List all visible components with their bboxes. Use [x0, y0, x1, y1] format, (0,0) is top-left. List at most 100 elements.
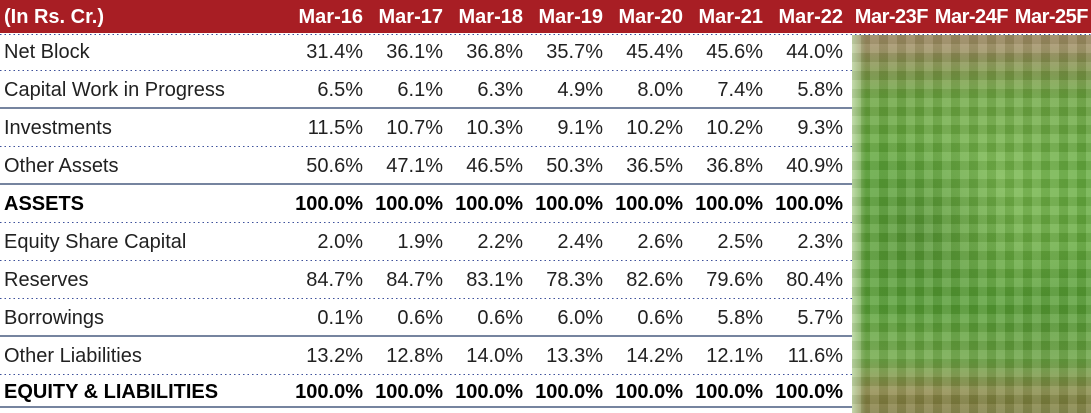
cell-value: 100.0% — [695, 380, 763, 403]
cell-value: 79.6% — [706, 269, 763, 291]
cell-value: 6.3% — [477, 79, 523, 101]
cell-value: 10.3% — [466, 117, 523, 139]
column-header-mar-25f: Mar-25F — [1014, 5, 1089, 28]
cell-value: 2.0% — [317, 231, 363, 253]
column-header-mar-23f: Mar-23F — [854, 5, 929, 28]
cell-value: 36.5% — [626, 155, 683, 177]
row-label: Borrowings — [4, 307, 105, 329]
cell-value: 100.0% — [775, 193, 843, 215]
column-header-mar-17: Mar-17 — [378, 5, 443, 28]
cell-value: 13.3% — [546, 345, 603, 367]
cell-value: 5.7% — [797, 307, 843, 329]
cell-value: 50.3% — [546, 155, 603, 177]
column-header-mar-21: Mar-21 — [698, 5, 763, 28]
cell-value: 100.0% — [535, 380, 603, 403]
table-row-borrowings: Borrowings 0.1% 0.6% 0.6% 6.0% 0.6% 5.8%… — [0, 299, 1091, 337]
row-label: Equity Share Capital — [4, 231, 187, 253]
cell-value: 5.8% — [717, 307, 763, 329]
cell-value: 100.0% — [295, 380, 363, 403]
cell-value: 80.4% — [786, 269, 843, 291]
cell-value: 6.5% — [317, 79, 363, 101]
cell-value: 12.1% — [706, 345, 763, 367]
cell-value: 100.0% — [375, 193, 443, 215]
row-label: Capital Work in Progress — [4, 79, 225, 101]
cell-value: 45.4% — [626, 41, 683, 63]
row-label: Investments — [4, 117, 112, 139]
row-label: Other Assets — [4, 155, 119, 177]
table-row-other-liabilities: Other Liabilities 13.2% 12.8% 14.0% 13.3… — [0, 337, 1091, 375]
cell-value: 11.5% — [307, 117, 363, 139]
cell-value: 100.0% — [695, 193, 763, 215]
table-row-investments: Investments 11.5% 10.7% 10.3% 9.1% 10.2%… — [0, 109, 1091, 147]
cell-value: 100.0% — [615, 380, 683, 403]
cell-value: 0.1% — [317, 307, 363, 329]
cell-value: 100.0% — [775, 380, 843, 403]
cell-value: 84.7% — [306, 269, 363, 291]
cell-value: 9.1% — [557, 117, 603, 139]
cell-value: 0.6% — [637, 307, 683, 329]
cell-value: 2.3% — [797, 231, 843, 253]
column-header-mar-16: Mar-16 — [298, 5, 363, 28]
cell-value: 47.1% — [386, 155, 443, 177]
cell-value: 10.2% — [626, 117, 683, 139]
table-row-reserves: Reserves 84.7% 84.7% 83.1% 78.3% 82.6% 7… — [0, 261, 1091, 299]
cell-value: 82.6% — [626, 269, 683, 291]
column-header-mar-22: Mar-22 — [778, 5, 843, 28]
cell-value: 2.6% — [637, 231, 683, 253]
cell-value: 100.0% — [615, 193, 683, 215]
cell-value: 13.2% — [306, 345, 363, 367]
cell-value: 14.0% — [466, 345, 523, 367]
cell-value: 35.7% — [546, 41, 603, 63]
table-row-assets-total: ASSETS 100.0% 100.0% 100.0% 100.0% 100.0… — [0, 185, 1091, 223]
row-label: ASSETS — [4, 193, 85, 215]
cell-value: 36.8% — [466, 41, 523, 63]
cell-value: 10.2% — [706, 117, 763, 139]
column-header-mar-18: Mar-18 — [458, 5, 523, 28]
cell-value: 5.8% — [797, 79, 843, 101]
cell-value: 14.2% — [626, 345, 683, 367]
table-row-capital-work-in-progress: Capital Work in Progress 6.5% 6.1% 6.3% … — [0, 71, 1091, 109]
cell-value: 9.3% — [797, 117, 843, 139]
column-header-mar-24f: Mar-24F — [934, 5, 1009, 28]
cell-value: 2.2% — [477, 231, 523, 253]
cell-value: 44.0% — [786, 41, 843, 63]
cell-value: 36.1% — [386, 41, 443, 63]
table-row-other-assets: Other Assets 50.6% 47.1% 46.5% 50.3% 36.… — [0, 147, 1091, 185]
cell-value: 11.6% — [787, 345, 843, 367]
cell-value: 12.8% — [386, 345, 443, 367]
cell-value: 84.7% — [386, 269, 443, 291]
cell-value: 2.4% — [557, 231, 603, 253]
cell-value: 0.6% — [477, 307, 523, 329]
cell-value: 100.0% — [455, 193, 523, 215]
column-header-mar-20: Mar-20 — [618, 5, 683, 28]
cell-value: 0.6% — [397, 307, 443, 329]
cell-value: 40.9% — [786, 155, 843, 177]
cell-value: 6.1% — [397, 79, 443, 101]
cell-value: 36.8% — [706, 155, 763, 177]
censored-forecast-region — [852, 35, 1091, 413]
cell-value: 31.4% — [306, 41, 363, 63]
cell-value: 78.3% — [546, 269, 603, 291]
unit-label: (In Rs. Cr.) — [4, 5, 105, 28]
row-label: Other Liabilities — [4, 345, 142, 367]
cell-value: 50.6% — [306, 155, 363, 177]
cell-value: 45.6% — [706, 41, 763, 63]
row-label: Net Block — [4, 41, 90, 63]
cell-value: 1.9% — [397, 231, 443, 253]
cell-value: 7.4% — [717, 79, 763, 101]
cell-value: 83.1% — [466, 269, 523, 291]
cell-value: 10.7% — [386, 117, 443, 139]
column-header-mar-19: Mar-19 — [538, 5, 603, 28]
table-row-equity-and-liabilities-total: EQUITY & LIABILITIES 100.0% 100.0% 100.0… — [0, 375, 1091, 408]
table-row-equity-share-capital: Equity Share Capital 2.0% 1.9% 2.2% 2.4%… — [0, 223, 1091, 261]
cell-value: 4.9% — [557, 79, 603, 101]
cell-value: 100.0% — [455, 380, 523, 403]
table-row-net-block: Net Block 31.4% 36.1% 36.8% 35.7% 45.4% … — [0, 33, 1091, 71]
cell-value: 8.0% — [637, 79, 683, 101]
cell-value: 6.0% — [557, 307, 603, 329]
table-header-row: (In Rs. Cr.) Mar-16 Mar-17 Mar-18 Mar-19… — [0, 0, 1091, 35]
cell-value: 100.0% — [295, 193, 363, 215]
cell-value: 46.5% — [466, 155, 523, 177]
row-label: EQUITY & LIABILITIES — [4, 380, 219, 403]
